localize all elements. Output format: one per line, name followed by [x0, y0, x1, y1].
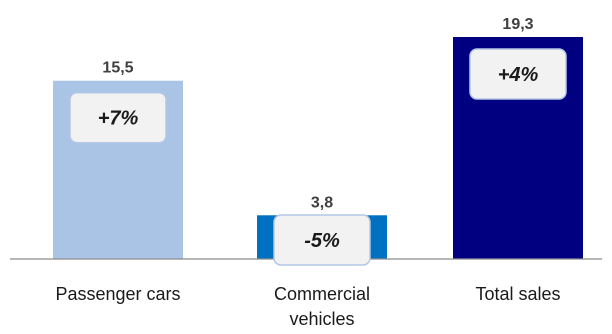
category-label-passenger-cars: Passenger cars: [55, 284, 180, 304]
change-label-commercial-vehicles: -5%: [304, 230, 340, 252]
change-label-total-sales: +4%: [498, 64, 539, 86]
category-label-commercial-vehicles: vehicles: [289, 309, 354, 329]
change-label-passenger-cars: +7%: [98, 108, 139, 130]
change-badge-total-sales: +4%: [469, 48, 567, 100]
change-badge-commercial-vehicles: -5%: [273, 214, 371, 266]
value-label-commercial-vehicles: 3,8: [311, 194, 333, 211]
value-label-total-sales: 19,3: [502, 16, 533, 33]
change-badge-passenger-cars: +7%: [69, 91, 167, 144]
value-label-passenger-cars: 15,5: [102, 60, 133, 77]
change-badge-box: [69, 91, 167, 144]
labels-layer: 15,5 Passenger cars 3,8 Commercial vehicles 1…: [55, 16, 560, 329]
category-label-total-sales: Total sales: [475, 284, 560, 304]
change-badge-box: [273, 214, 371, 266]
change-badge-box: [469, 48, 567, 100]
category-label-commercial-vehicles: Commercial: [274, 284, 370, 304]
badges-layer: +7% -5% +4%: [69, 48, 567, 266]
